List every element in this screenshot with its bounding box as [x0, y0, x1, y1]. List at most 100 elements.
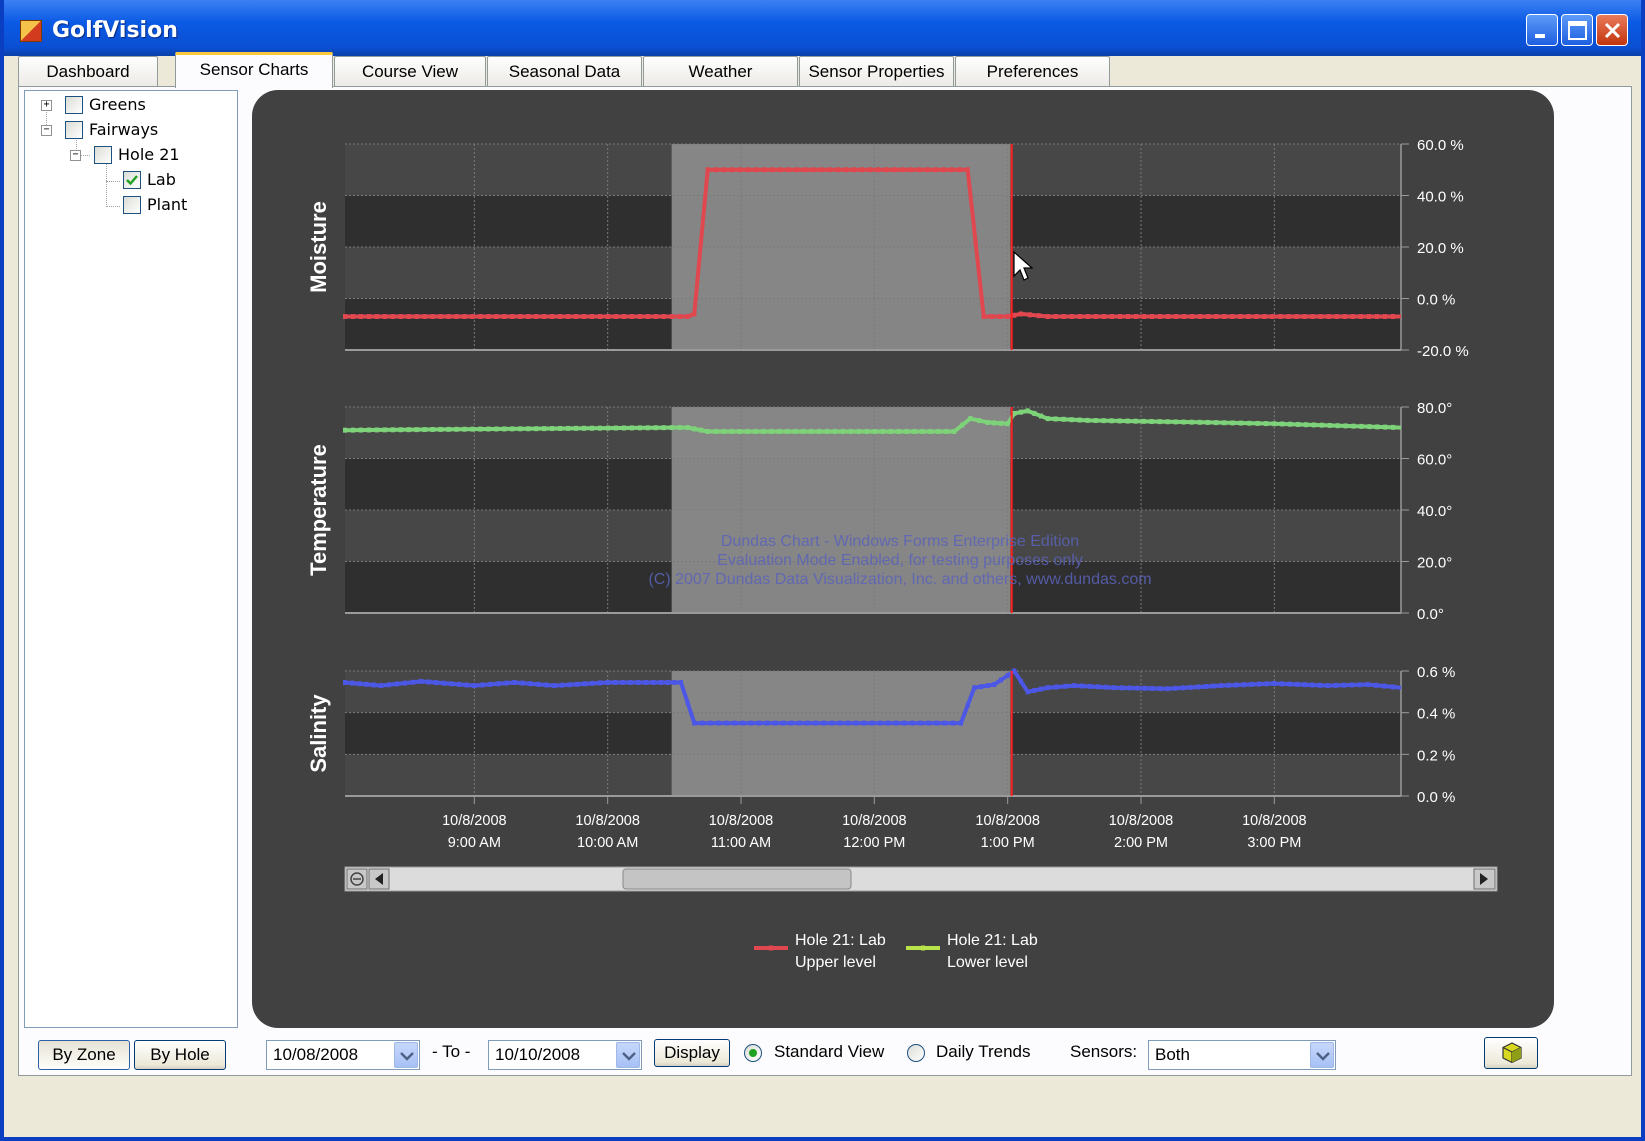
data-point — [716, 720, 721, 726]
maximize-button[interactable] — [1561, 14, 1593, 46]
data-point — [827, 167, 832, 173]
check-icon — [126, 175, 138, 186]
data-point — [1270, 314, 1275, 320]
data-point — [1304, 422, 1308, 428]
fairways-checkbox[interactable] — [65, 121, 83, 139]
tab-preferences[interactable]: Preferences — [955, 56, 1110, 86]
data-point — [462, 426, 467, 432]
data-point — [1158, 314, 1163, 320]
plant-checkbox[interactable] — [123, 196, 141, 214]
data-point — [1061, 314, 1066, 320]
legend-marker — [921, 945, 925, 951]
dropdown-arrow-icon[interactable] — [1310, 1042, 1334, 1068]
lab-checkbox[interactable] — [123, 171, 141, 189]
dropdown-arrow-icon[interactable] — [616, 1042, 640, 1068]
display-button[interactable]: Display — [654, 1039, 730, 1067]
data-point — [575, 681, 580, 687]
data-point — [1036, 313, 1041, 319]
data-point — [805, 720, 810, 726]
selection-range — [671, 671, 1011, 796]
data-point — [559, 682, 564, 688]
data-point — [1214, 420, 1218, 426]
tab-weather[interactable]: Weather — [643, 56, 798, 86]
data-point — [1318, 682, 1323, 688]
data-point — [1264, 681, 1269, 687]
data-point — [371, 682, 376, 688]
data-point — [745, 428, 750, 434]
tab-sensor-properties[interactable]: Sensor Properties — [799, 56, 954, 86]
y-tick-label: 0.6 % — [1417, 664, 1455, 681]
close-button[interactable] — [1596, 14, 1628, 46]
data-point — [1278, 314, 1283, 320]
data-point — [797, 720, 802, 726]
sensors-value: Both — [1155, 1045, 1190, 1064]
data-point — [550, 314, 555, 320]
panel-title: Salinity — [306, 694, 331, 773]
tab-course-view[interactable]: Course View — [334, 56, 486, 86]
standard-view-radio[interactable] — [744, 1044, 762, 1062]
data-point — [1280, 421, 1285, 427]
x-tick-label-date: 10/8/2008 — [709, 813, 774, 829]
daily-trends-label[interactable]: Daily Trends — [936, 1042, 1031, 1061]
tree-label: Greens — [89, 95, 146, 114]
data-point — [629, 314, 634, 320]
data-point — [387, 682, 391, 688]
data-point — [480, 682, 485, 688]
data-point — [1069, 314, 1074, 320]
daily-trends-radio[interactable] — [907, 1044, 925, 1062]
data-point — [992, 682, 997, 688]
hole-21-checkbox[interactable] — [94, 146, 112, 164]
chart-canvas[interactable]: 60.0 % 40.0 % 20.0 % 0.0 % -20.0 % Moisture 80… — [252, 90, 1554, 1028]
data-point — [892, 167, 897, 173]
data-point — [1080, 683, 1085, 689]
greens-checkbox[interactable] — [65, 96, 83, 114]
export-button[interactable] — [1484, 1037, 1538, 1069]
x-tick-label-time: 9:00 AM — [448, 835, 501, 851]
from-date-picker[interactable]: 10/08/2008 — [266, 1040, 420, 1070]
data-point — [542, 426, 547, 432]
data-point — [628, 679, 633, 685]
sensors-select[interactable]: Both — [1148, 1040, 1336, 1070]
collapse-icon[interactable]: − — [70, 150, 81, 161]
tab-sensor-charts[interactable]: Sensor Charts — [175, 52, 333, 88]
data-point — [944, 428, 949, 434]
by-hole-button[interactable]: By Hole — [134, 1040, 226, 1070]
watermark-text: (C) 2007 Dundas Data Visualization, Inc.… — [648, 571, 1151, 588]
data-point — [950, 720, 955, 726]
title-bar[interactable]: GolfVision — [4, 0, 1641, 56]
expand-icon[interactable]: + — [41, 100, 52, 111]
data-point — [398, 427, 403, 433]
sensor-tree[interactable]: + Greens − Fairways − Hole 21 Lab Plant — [24, 90, 238, 1028]
tab-seasonal-data[interactable]: Seasonal Data — [487, 56, 642, 86]
data-point — [977, 418, 981, 424]
data-point — [526, 314, 531, 320]
standard-view-label[interactable]: Standard View — [774, 1042, 885, 1061]
y-tick-label: 0.2 % — [1417, 747, 1455, 764]
data-point — [1358, 314, 1363, 320]
data-point — [1247, 420, 1252, 426]
minimize-button[interactable] — [1526, 14, 1558, 46]
scrollbar-thumb[interactable] — [622, 868, 852, 890]
to-date-picker[interactable]: 10/10/2008 — [488, 1040, 642, 1070]
tab-dashboard[interactable]: Dashboard — [18, 56, 158, 86]
y-tick-label: 20.0° — [1417, 555, 1452, 572]
data-point — [1085, 417, 1090, 423]
data-point — [721, 167, 726, 173]
data-point — [985, 419, 990, 425]
by-zone-button[interactable]: By Zone — [38, 1040, 130, 1070]
data-point — [454, 426, 459, 432]
data-point — [582, 681, 587, 687]
data-point — [1310, 314, 1315, 320]
data-point — [916, 167, 921, 173]
dropdown-arrow-icon[interactable] — [394, 1042, 418, 1068]
data-point — [534, 314, 539, 320]
data-point — [960, 422, 965, 428]
data-point — [1383, 424, 1388, 430]
data-point — [981, 314, 986, 320]
data-point — [1279, 681, 1284, 687]
data-point — [441, 680, 446, 686]
data-point — [364, 681, 369, 687]
data-point — [1249, 681, 1254, 687]
collapse-icon[interactable]: − — [41, 125, 52, 136]
sensor-chart[interactable]: 60.0 % 40.0 % 20.0 % 0.0 % -20.0 % Moisture 80… — [252, 90, 1554, 1028]
